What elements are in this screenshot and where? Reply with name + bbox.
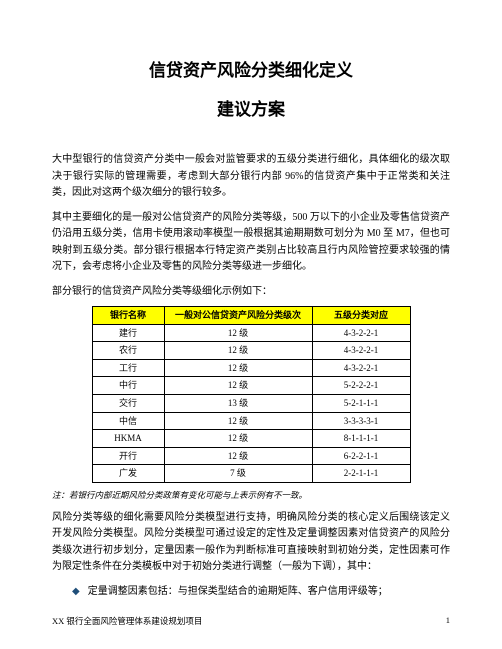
table-cell: 建行 [92, 324, 164, 342]
table-cell: 2-2-1-1-1 [312, 465, 410, 483]
footer-page-number: 1 [446, 615, 450, 627]
table-cell: 13 级 [164, 394, 312, 412]
table-row: 工行12 级4-3-2-2-1 [92, 359, 410, 377]
classification-table: 银行名称 一般对公信贷资产风险分类级次 五级分类对应 建行12 级4-3-2-2… [92, 306, 411, 483]
table-header-row: 银行名称 一般对公信贷资产风险分类级次 五级分类对应 [92, 307, 410, 325]
doc-title: 信贷资产风险分类细化定义 [52, 56, 450, 81]
paragraph-1: 大中型银行的信贷资产分类中一般会对监管要求的五级分类进行细化，具体细化的级次取决… [52, 152, 450, 202]
table-cell: 8-1-1-1-1 [312, 430, 410, 448]
table-cell: 12 级 [164, 447, 312, 465]
paragraph-3: 风险分类等级的细化需要风险分类模型进行支持，明确风险分类的核心定义后围绕该定义开… [52, 510, 450, 576]
table-cell: 12 级 [164, 342, 312, 360]
diamond-bullet-icon: ◆ [72, 584, 80, 601]
table-cell: 广发 [92, 465, 164, 483]
table-cell: HKMA [92, 430, 164, 448]
table-cell: 中行 [92, 377, 164, 395]
table-cell: 开行 [92, 447, 164, 465]
table-row: 中行12 级5-2-2-2-1 [92, 377, 410, 395]
table-row: 建行12 级4-3-2-2-1 [92, 324, 410, 342]
table-header-levels: 一般对公信贷资产风险分类级次 [164, 307, 312, 325]
table-cell: 工行 [92, 359, 164, 377]
table-cell: 4-3-2-2-1 [312, 359, 410, 377]
table-intro: 部分银行的信贷资产风险分类等级细化示例如下： [52, 284, 450, 301]
table-cell: 12 级 [164, 412, 312, 430]
table-cell: 12 级 [164, 430, 312, 448]
table-cell: 7 级 [164, 465, 312, 483]
bullet-item: ◆ 定量调整因素包括：与担保类型结合的逾期矩阵、客户信用评级等； [52, 584, 450, 601]
table-cell: 12 级 [164, 359, 312, 377]
table-header-mapping: 五级分类对应 [312, 307, 410, 325]
doc-subtitle: 建议方案 [52, 95, 450, 120]
table-row: 开行12 级6-2-2-1-1 [92, 447, 410, 465]
table-note: 注：若银行内部近期风险分类政策有变化可能与上表示例有不一致。 [52, 489, 450, 502]
table-row: 广发7 级2-2-1-1-1 [92, 465, 410, 483]
table-row: 交行13 级5-2-1-1-1 [92, 394, 410, 412]
table-cell: 12 级 [164, 377, 312, 395]
table-row: HKMA12 级8-1-1-1-1 [92, 430, 410, 448]
table-cell: 中信 [92, 412, 164, 430]
table-cell: 农行 [92, 342, 164, 360]
table-cell: 5-2-1-1-1 [312, 394, 410, 412]
table-cell: 12 级 [164, 324, 312, 342]
table-cell: 6-2-2-1-1 [312, 447, 410, 465]
table-header-bank: 银行名称 [92, 307, 164, 325]
table-cell: 5-2-2-2-1 [312, 377, 410, 395]
footer-project-name: XX 银行全面风险管理体系建设规划项目 [52, 615, 202, 627]
table-cell: 4-3-2-2-1 [312, 324, 410, 342]
table-cell: 交行 [92, 394, 164, 412]
page-footer: XX 银行全面风险管理体系建设规划项目 1 [52, 615, 450, 627]
paragraph-2: 其中主要细化的是一般对公信贷资产的风险分类等级，500 万以下的小企业及零售信贷… [52, 210, 450, 276]
table-cell: 3-3-3-3-1 [312, 412, 410, 430]
table-cell: 4-3-2-2-1 [312, 342, 410, 360]
table-row: 中信12 级3-3-3-3-1 [92, 412, 410, 430]
bullet-text: 定量调整因素包括：与担保类型结合的逾期矩阵、客户信用评级等； [88, 584, 388, 601]
table-row: 农行12 级4-3-2-2-1 [92, 342, 410, 360]
